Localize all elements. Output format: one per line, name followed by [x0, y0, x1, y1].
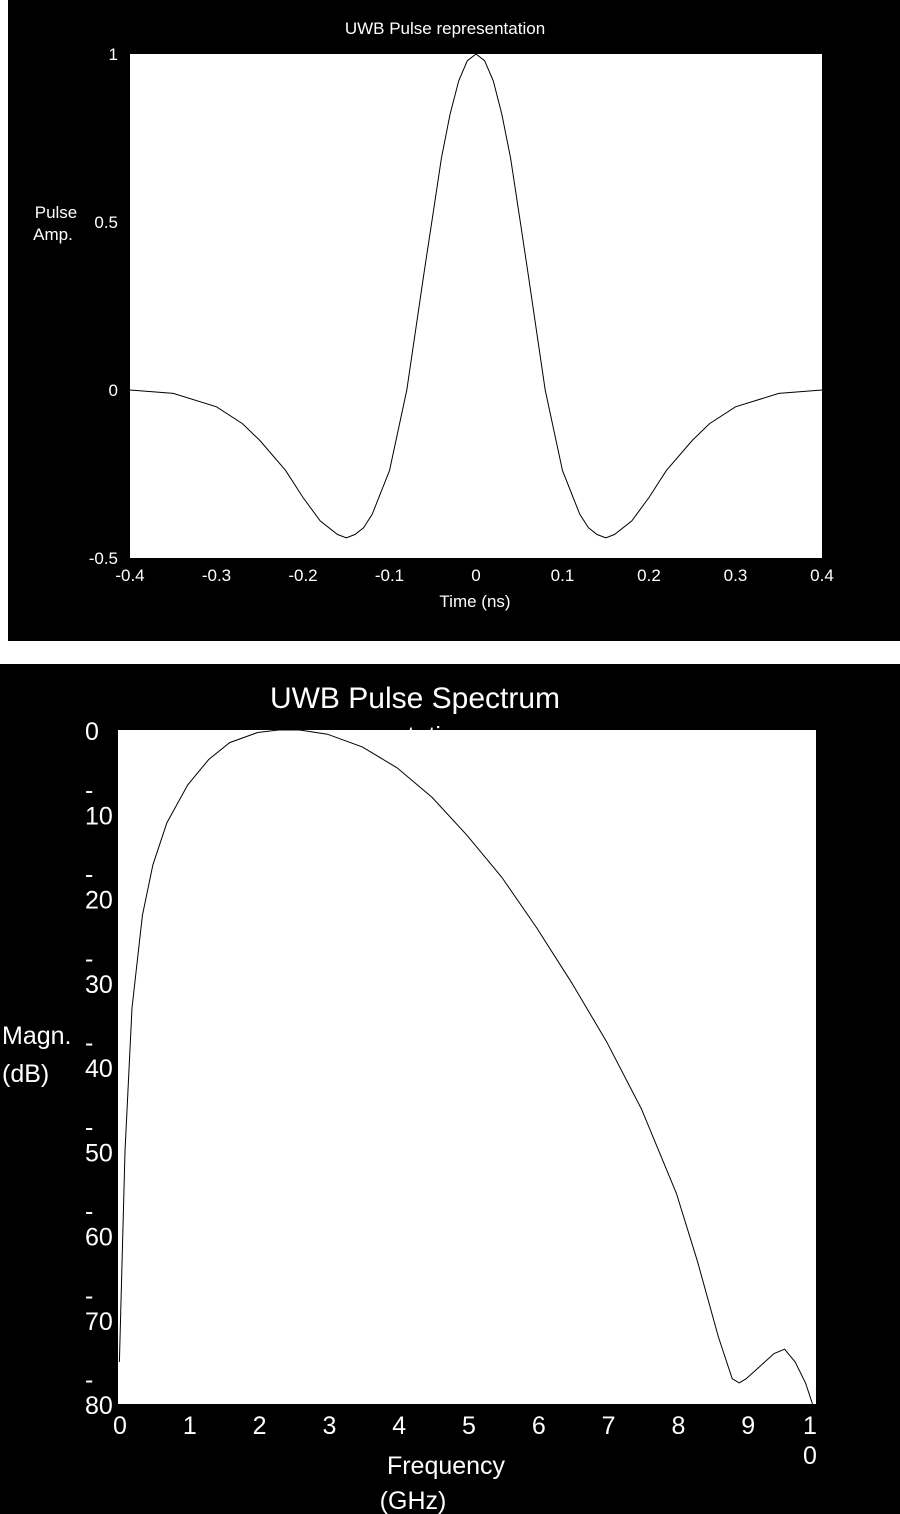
- pulse-y-tick-label: 1: [109, 45, 118, 64]
- spectrum-y-tick-label: -: [85, 1366, 93, 1394]
- pulse-x-tick-label: 0.3: [724, 566, 748, 585]
- spectrum-y-tick-label: -: [85, 1198, 93, 1226]
- spectrum-title-overlap-fragment: presentation: [331, 722, 469, 750]
- spectrum-y-tick-label: -: [85, 1282, 93, 1310]
- spectrum-x-tick-label: 4: [392, 1412, 406, 1440]
- spectrum-x-axis-label-line2: (GHz): [380, 1487, 447, 1514]
- spectrum-y-tick-label: -: [85, 776, 93, 804]
- spectrum-y-axis-label-line1: Magn.: [2, 1022, 71, 1050]
- pulse-y-axis-label-line1: Pulse: [35, 203, 78, 222]
- spectrum-chart: presentation UWB Pulse Spectrum Magn. (d…: [2, 682, 817, 1514]
- pulse-x-axis-label: Time (ns): [439, 592, 510, 611]
- spectrum-x-axis-label-line1: Frequency: [387, 1452, 506, 1480]
- spectrum-x-tick-label: 0: [803, 1442, 817, 1470]
- spectrum-y-tick-label: 30: [85, 971, 113, 999]
- spectrum-x-tick-label: 1: [803, 1412, 817, 1440]
- pulse-chart: UWB Pulse representation Pulse Amp. Time…: [33, 19, 834, 611]
- pulse-y-tick-label: 0: [109, 381, 118, 400]
- spectrum-y-tick-label: 40: [85, 1055, 113, 1083]
- spectrum-x-tick-label: 1: [183, 1412, 197, 1440]
- spectrum-y-tick-label: -: [85, 1113, 93, 1141]
- spectrum-chart-title: UWB Pulse Spectrum: [270, 682, 560, 715]
- pulse-y-tick-labels: 1 0.5 0 -0.5: [89, 45, 118, 568]
- spectrum-x-tick-label: 0: [113, 1412, 127, 1440]
- spectrum-x-tick-label: 7: [602, 1412, 616, 1440]
- pulse-chart-title: UWB Pulse representation: [345, 19, 545, 38]
- spectrum-y-tick-label: 80: [85, 1392, 113, 1420]
- spectrum-x-tick-label: 8: [671, 1412, 685, 1440]
- pulse-x-tick-label: -0.4: [115, 566, 144, 585]
- spectrum-x-tick-label: 5: [462, 1412, 476, 1440]
- pulse-y-tick-label: 0.5: [94, 213, 118, 232]
- spectrum-y-tick-label: -: [85, 945, 93, 973]
- spectrum-x-tick-labels: 0 1 2 3 4 5 6 7 8 9 10: [113, 1412, 817, 1470]
- spectrum-x-tick-label: 2: [253, 1412, 267, 1440]
- spectrum-y-tick-label: 60: [85, 1224, 113, 1252]
- spectrum-x-tick-label: 3: [322, 1412, 336, 1440]
- pulse-x-tick-label: 0.4: [810, 566, 834, 585]
- spectrum-y-tick-label: -: [85, 861, 93, 889]
- spectrum-plot-area: [118, 730, 816, 1404]
- pulse-x-tick-label: -0.1: [375, 566, 404, 585]
- spectrum-x-tick-label: 9: [741, 1412, 755, 1440]
- spectrum-y-tick-label: 0: [85, 718, 99, 746]
- spectrum-series-line: [118, 729, 813, 1405]
- pulse-x-tick-labels: -0.4 -0.3 -0.2 -0.1 0 0.1 0.2 0.3 0.4: [115, 566, 833, 585]
- spectrum-y-tick-label: 10: [85, 802, 113, 830]
- pulse-x-tick-label: -0.2: [288, 566, 317, 585]
- spectrum-y-tick-label: 20: [85, 887, 113, 915]
- spectrum-y-tick-label: -: [85, 1029, 93, 1057]
- pulse-y-tick-label: -0.5: [89, 549, 118, 568]
- spectrum-y-tick-labels: 0-10-20-30-40-50-60-70-80: [85, 718, 113, 1420]
- pulse-x-tick-label: 0.2: [637, 566, 661, 585]
- spectrum-y-tick-label: 50: [85, 1139, 113, 1167]
- pulse-x-tick-label: 0.1: [551, 566, 575, 585]
- spectrum-y-tick-label: 70: [85, 1308, 113, 1336]
- pulse-y-axis-label-line2: Amp.: [33, 225, 73, 244]
- spectrum-chart-panel: presentation UWB Pulse Spectrum Magn. (d…: [0, 664, 900, 1514]
- spectrum-x-tick-label: 6: [532, 1412, 546, 1440]
- pulse-x-tick-label: 0: [471, 566, 480, 585]
- spectrum-y-axis-label-line2: (dB): [2, 1060, 49, 1088]
- pulse-series-line: [129, 53, 823, 539]
- pulse-plot-area: [130, 54, 822, 558]
- pulse-x-tick-label: -0.3: [202, 566, 231, 585]
- pulse-chart-panel: UWB Pulse representation Pulse Amp. Time…: [8, 0, 900, 641]
